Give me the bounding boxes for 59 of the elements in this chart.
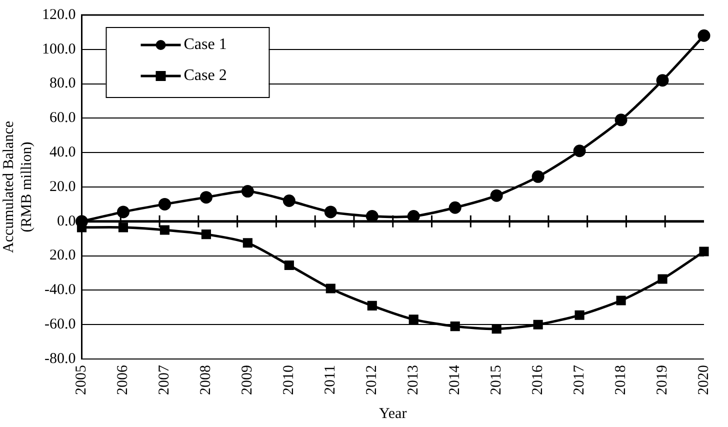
x-tick-label: 2011 [322, 365, 339, 394]
point [574, 310, 584, 320]
y-tick-label: 60.0 [50, 110, 76, 126]
x-tick-label: 2005 [74, 365, 90, 395]
point [200, 191, 212, 204]
legend-label: Case 2 [184, 67, 227, 84]
point [160, 225, 170, 235]
point [326, 284, 336, 294]
y-axis-title: Accumulated Balance (RMB million) [0, 120, 35, 254]
y-tick-label: -80.0 [44, 350, 76, 367]
y-tick-label: 20.0 [50, 248, 76, 264]
point [532, 170, 544, 183]
x-tick-label: 2008 [198, 365, 214, 395]
point [492, 324, 502, 334]
y-tick-label: 0.0 [57, 213, 76, 230]
point [241, 185, 254, 198]
x-tick-label: 2019 [654, 365, 670, 395]
y-tick-label: 80.0 [50, 76, 76, 92]
point [367, 300, 377, 310]
point [658, 274, 668, 284]
x-tick-label: 2007 [156, 364, 173, 395]
y-tick-label: 20.0 [50, 178, 76, 195]
point [158, 198, 171, 210]
point [656, 74, 669, 87]
point [614, 114, 628, 126]
point [699, 246, 709, 256]
x-tick-label: 2020 [696, 365, 712, 395]
point [573, 144, 586, 158]
point [490, 189, 503, 202]
point [116, 206, 130, 218]
x-tick-label: 2016 [530, 364, 546, 395]
x-tick-label: 2009 [240, 365, 256, 395]
x-tick-label: 2010 [281, 365, 298, 395]
legend-label: Case 1 [184, 36, 227, 54]
x-tick-label: 2012 [364, 365, 380, 395]
y-tick-label: 40.0 [50, 144, 76, 161]
point [201, 230, 211, 240]
y-tick-label: -40.0 [44, 282, 76, 298]
x-tick-label: 2018 [612, 365, 629, 395]
x-axis-title: Year [379, 406, 407, 422]
x-tick-label: 2013 [406, 365, 422, 395]
y-tick-label: -60.0 [44, 316, 76, 333]
point [118, 222, 128, 232]
point [450, 322, 460, 332]
point [698, 29, 710, 42]
point [448, 201, 462, 214]
x-tick-label: 2006 [115, 364, 132, 395]
x-tick-label: 2015 [488, 365, 505, 395]
x-tick-label: 2014 [447, 364, 464, 395]
point [408, 314, 418, 324]
point [242, 238, 252, 248]
point [282, 194, 296, 208]
point [616, 296, 626, 306]
x-tick-label: 2017 [571, 364, 588, 395]
point [284, 260, 294, 270]
y-tick-label: 100.0 [42, 41, 76, 58]
point [533, 320, 543, 330]
y-tick-label: 120.0 [42, 6, 76, 23]
point [324, 206, 337, 218]
